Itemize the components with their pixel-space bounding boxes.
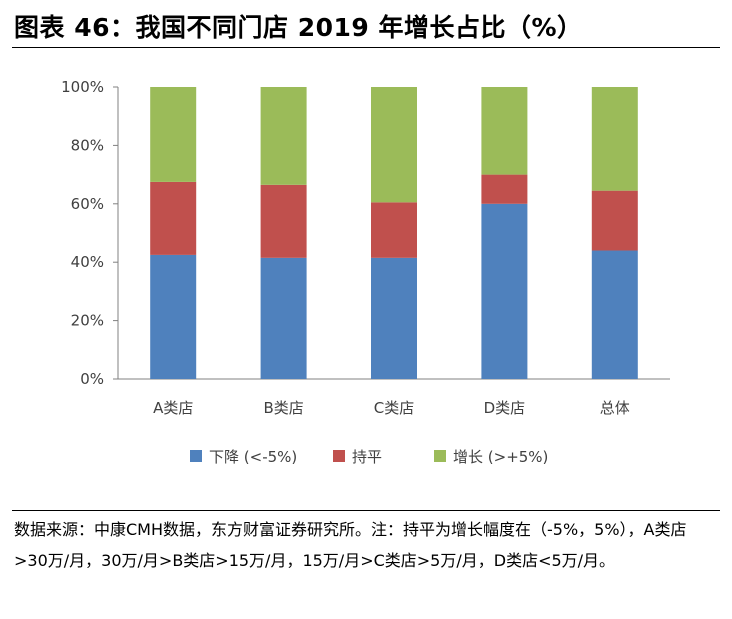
y-tick-label: 0% bbox=[80, 370, 104, 388]
y-tick-label: 60% bbox=[71, 195, 104, 213]
x-tick-label: 总体 bbox=[600, 399, 630, 417]
bar-segment bbox=[591, 87, 638, 191]
y-tick-label: 100% bbox=[61, 78, 104, 96]
x-tick-label: A类店 bbox=[153, 399, 193, 417]
legend-label: 下降 (<-5%) bbox=[209, 448, 297, 466]
bar-segment bbox=[481, 174, 528, 204]
legend-label: 增长 (>+5%) bbox=[453, 448, 548, 466]
bar-segment bbox=[260, 87, 307, 185]
x-tick-label: C类店 bbox=[374, 399, 414, 417]
legend-swatch bbox=[333, 450, 345, 462]
legend-swatch bbox=[190, 450, 202, 462]
y-tick-label: 20% bbox=[71, 312, 104, 330]
bar-segment bbox=[260, 184, 307, 258]
bar-segment bbox=[150, 254, 197, 379]
chart-title: 图表 46：我国不同门店 2019 年增长占比（%） bbox=[14, 13, 583, 42]
legend-label: 持平 bbox=[352, 448, 382, 466]
bar-segment bbox=[591, 190, 638, 251]
y-tick-label: 80% bbox=[71, 136, 104, 154]
legend-swatch bbox=[434, 450, 446, 462]
source-divider bbox=[12, 510, 720, 511]
x-tick-label: B类店 bbox=[263, 399, 303, 417]
title-divider bbox=[12, 47, 720, 48]
bar-segment bbox=[371, 87, 417, 203]
x-tick-label: D类店 bbox=[484, 399, 526, 417]
bar-segment bbox=[591, 250, 638, 379]
bar-segment bbox=[371, 202, 417, 258]
bar-segment bbox=[371, 257, 417, 379]
source-note: 数据来源：中康CMH数据，东方财富证券研究所。注：持平为增长幅度在（-5%，5%… bbox=[14, 520, 687, 570]
bar-segment bbox=[481, 203, 528, 379]
bar-segment bbox=[150, 87, 197, 182]
y-tick-label: 40% bbox=[71, 253, 104, 271]
bar-segment bbox=[150, 181, 197, 255]
bar-segment bbox=[481, 87, 528, 175]
bar-segment bbox=[260, 257, 307, 379]
